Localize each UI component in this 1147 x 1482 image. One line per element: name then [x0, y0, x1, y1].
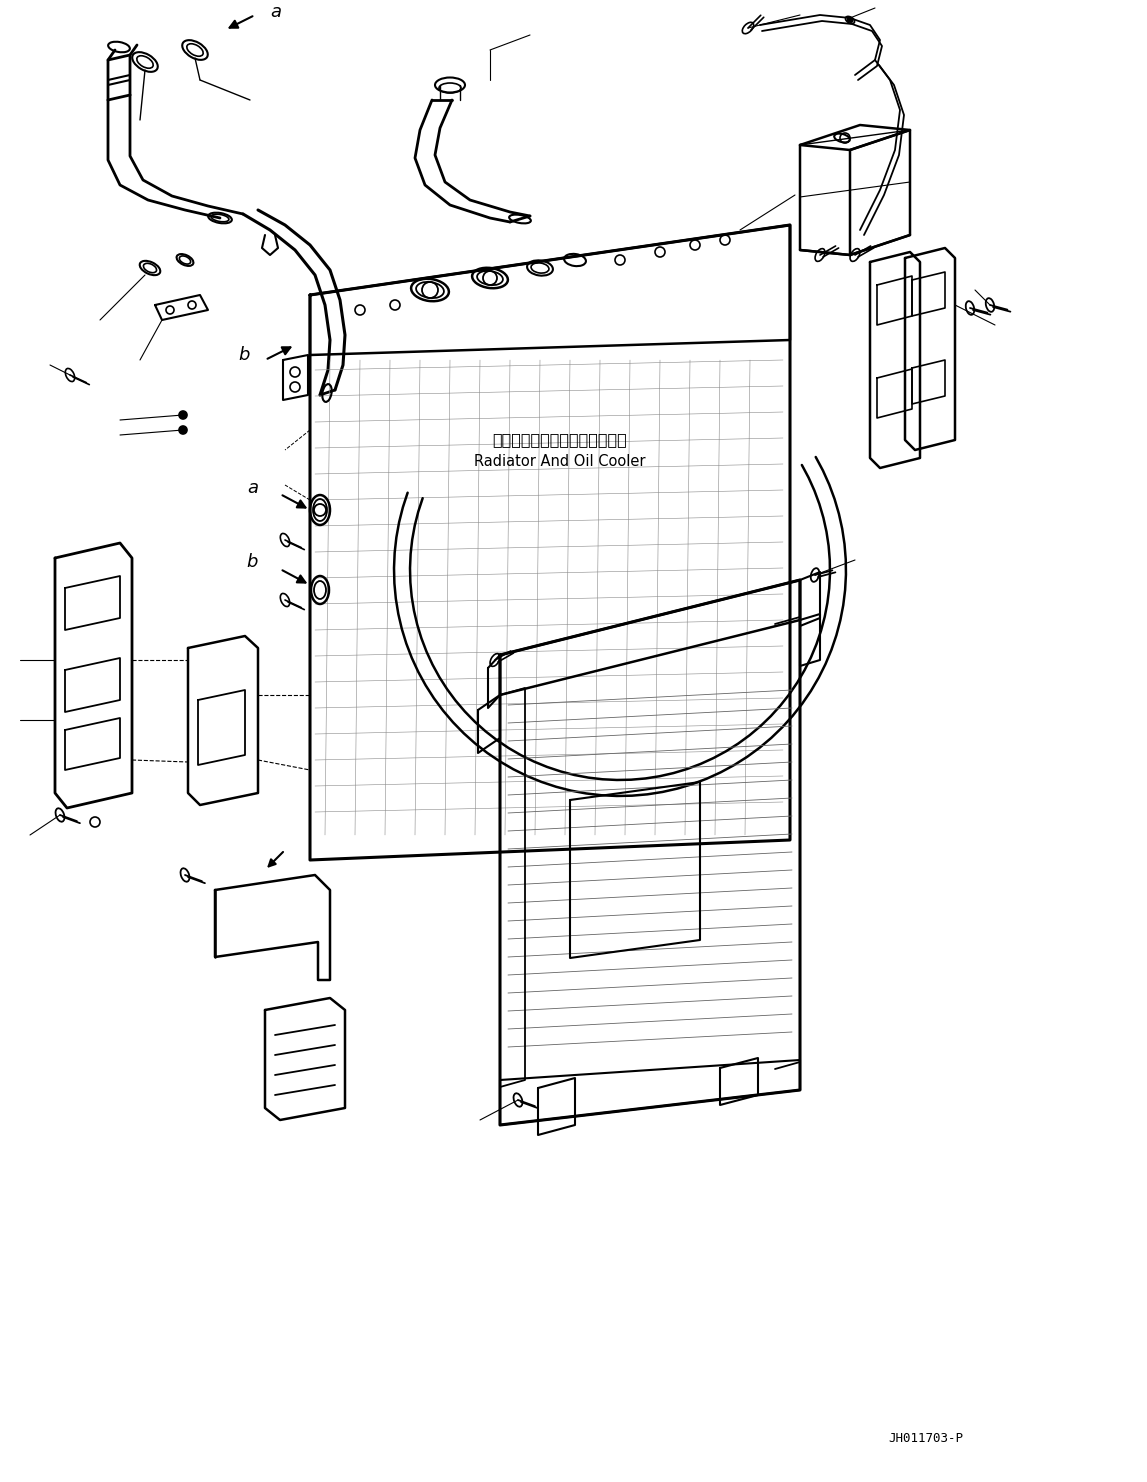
- Circle shape: [179, 411, 187, 419]
- Text: a: a: [270, 3, 281, 21]
- Text: a: a: [247, 479, 258, 496]
- Text: JH011703-P: JH011703-P: [889, 1432, 963, 1445]
- Text: b: b: [239, 345, 250, 365]
- Circle shape: [89, 817, 100, 827]
- Text: b: b: [247, 553, 258, 571]
- Circle shape: [179, 425, 187, 434]
- Ellipse shape: [848, 18, 852, 22]
- Text: ラジエータおよびオイルクーラ: ラジエータおよびオイルクーラ: [492, 433, 627, 448]
- Text: Radiator And Oil Cooler: Radiator And Oil Cooler: [474, 455, 646, 470]
